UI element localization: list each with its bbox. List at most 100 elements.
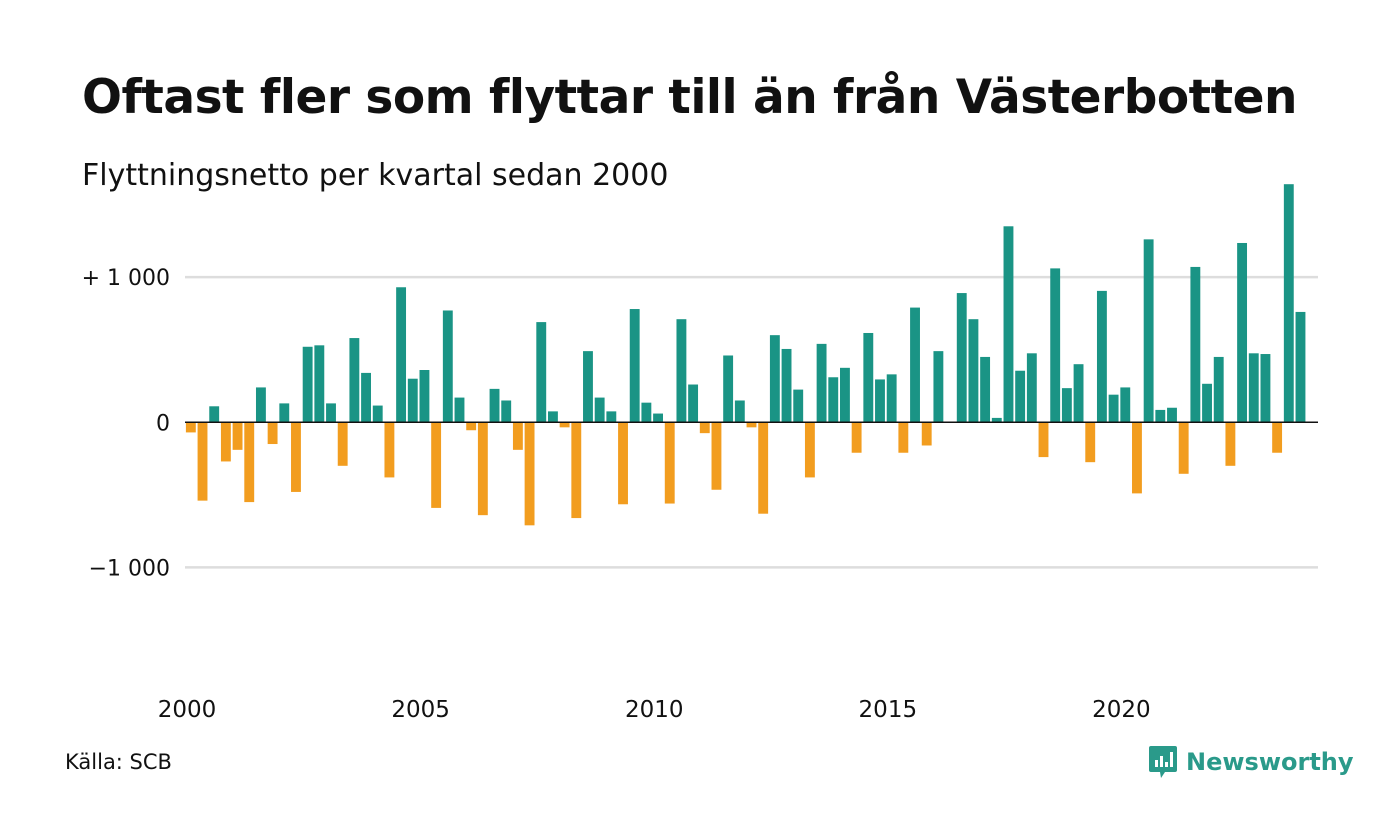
bar xyxy=(606,411,617,423)
bar xyxy=(910,307,920,423)
bar xyxy=(349,338,360,423)
bar xyxy=(980,356,991,423)
bar xyxy=(454,397,465,423)
bar xyxy=(1108,394,1119,423)
bar xyxy=(863,332,874,423)
bar xyxy=(220,422,231,462)
bar xyxy=(197,422,208,501)
bar xyxy=(816,343,827,423)
bar xyxy=(875,379,885,423)
bar xyxy=(956,293,967,423)
bar xyxy=(1073,364,1084,423)
bar xyxy=(1190,266,1201,423)
bar xyxy=(1155,409,1166,423)
x-tick-label: 2010 xyxy=(625,697,684,723)
bar xyxy=(571,422,582,519)
brand-name: Newsworthy xyxy=(1186,748,1354,776)
bar xyxy=(653,413,663,423)
x-tick-label: 2015 xyxy=(859,697,918,723)
bar xyxy=(431,422,442,508)
bars xyxy=(185,184,1306,526)
x-tick-label: 2005 xyxy=(391,697,450,723)
bar xyxy=(442,310,453,423)
brand-logo[interactable]: Newsworthy xyxy=(1148,744,1354,780)
bar xyxy=(933,351,944,423)
bar xyxy=(489,388,500,423)
bar xyxy=(466,422,477,431)
bar xyxy=(185,422,196,433)
bar xyxy=(723,355,734,423)
bar xyxy=(1038,422,1049,458)
bar xyxy=(384,422,395,478)
bar xyxy=(1295,311,1306,423)
source-note: Källa: SCB xyxy=(65,750,172,774)
bar xyxy=(501,400,512,423)
bar xyxy=(594,397,605,423)
bar xyxy=(1167,407,1177,423)
axes: −1 000 0 + 1 000 2000 2005 2010 2015 2020 xyxy=(82,266,1318,723)
x-tick-label: 2000 xyxy=(158,697,217,723)
bar xyxy=(1178,422,1189,474)
newsworthy-logo-icon xyxy=(1149,746,1177,778)
bar xyxy=(419,370,430,423)
bar xyxy=(1143,239,1154,423)
bar xyxy=(886,374,897,423)
bar xyxy=(244,422,255,503)
bar xyxy=(898,422,909,453)
bar xyxy=(1026,353,1037,423)
bar xyxy=(1061,388,1072,423)
bar xyxy=(279,403,290,423)
bar xyxy=(337,422,348,466)
bar xyxy=(583,351,593,423)
bar xyxy=(302,346,313,423)
bar xyxy=(828,377,839,423)
bar xyxy=(232,422,243,450)
bar xyxy=(209,406,220,423)
bar xyxy=(559,422,570,428)
chart-subtitle: Flyttningsnetto per kvartal sedan 2000 xyxy=(82,158,669,193)
bar xyxy=(291,422,301,492)
bar xyxy=(1283,184,1294,423)
bar xyxy=(524,422,535,526)
bar xyxy=(688,384,699,423)
bar xyxy=(1202,383,1212,423)
bar xyxy=(1225,422,1236,466)
bar xyxy=(372,405,383,423)
x-tick-label: 2020 xyxy=(1092,697,1151,723)
bar xyxy=(840,367,850,423)
bar xyxy=(1120,387,1131,423)
bar xyxy=(1213,356,1224,423)
bar xyxy=(547,411,558,423)
bar xyxy=(396,287,407,423)
bar xyxy=(664,422,675,504)
bar xyxy=(804,422,815,478)
bar xyxy=(781,348,792,423)
bar xyxy=(676,319,687,423)
bar xyxy=(1132,422,1142,494)
bar xyxy=(512,422,523,450)
bar xyxy=(1003,226,1014,423)
bar xyxy=(921,422,932,446)
bar xyxy=(361,372,371,423)
bar xyxy=(314,345,325,423)
bar xyxy=(255,387,266,423)
bar xyxy=(1272,422,1283,453)
y-tick-label: + 1 000 xyxy=(82,266,170,291)
bar xyxy=(793,389,804,423)
bar xyxy=(758,422,769,514)
bar xyxy=(769,335,780,423)
bar xyxy=(851,422,862,453)
bar xyxy=(477,422,488,516)
bar xyxy=(1085,422,1096,463)
bar xyxy=(1050,268,1061,423)
bar xyxy=(699,422,710,434)
bar xyxy=(1237,242,1248,423)
bar xyxy=(711,422,722,490)
grid-lines xyxy=(185,275,1318,569)
bar xyxy=(991,417,1002,423)
bar xyxy=(407,378,418,423)
bar xyxy=(618,422,628,505)
bar xyxy=(326,403,336,423)
bar xyxy=(734,400,745,423)
bar xyxy=(968,319,979,423)
